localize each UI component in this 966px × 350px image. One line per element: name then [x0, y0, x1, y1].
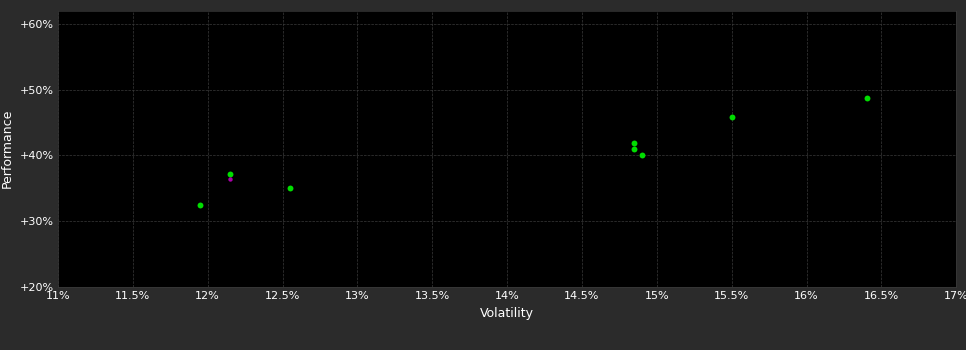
Point [634, 153, 649, 158]
Point [627, 141, 642, 146]
Point [192, 202, 208, 208]
Y-axis label: Performance: Performance [1, 109, 14, 188]
Point [724, 114, 740, 120]
Point [627, 146, 642, 152]
Point [859, 95, 874, 101]
Point [222, 171, 238, 176]
Point [282, 186, 298, 191]
X-axis label: Volatility: Volatility [480, 307, 534, 320]
Point [222, 176, 238, 182]
